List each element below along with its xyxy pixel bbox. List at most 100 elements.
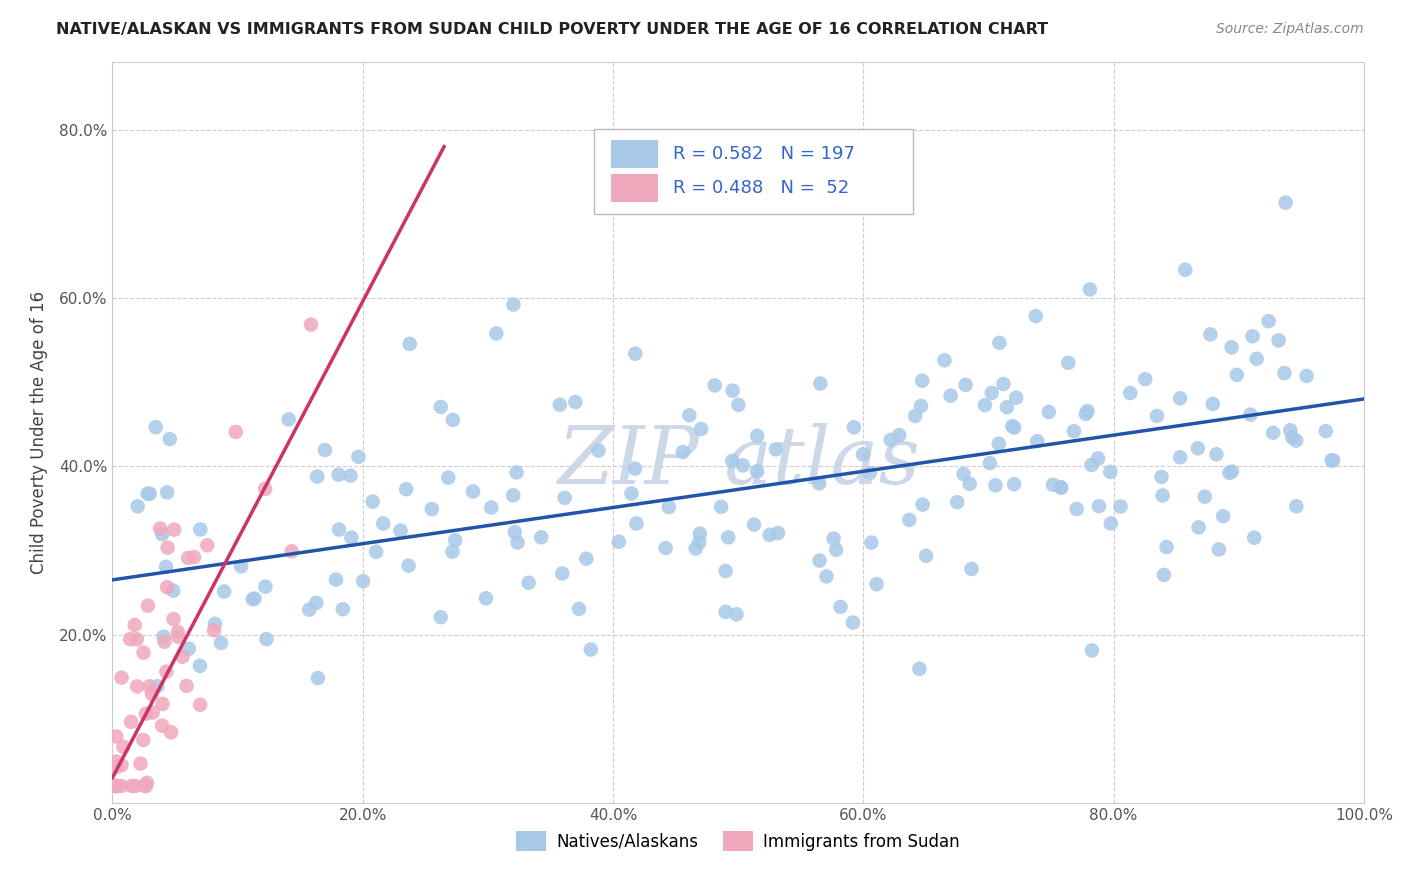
Point xyxy=(1135,372,1157,386)
Point xyxy=(110,779,132,793)
Point xyxy=(1202,397,1225,411)
Point xyxy=(742,517,765,532)
Point xyxy=(852,447,875,461)
Point xyxy=(105,779,128,793)
Point xyxy=(150,527,173,541)
Point xyxy=(150,719,173,733)
Point xyxy=(188,698,211,712)
Point xyxy=(530,530,553,544)
Text: R = 0.582   N = 197: R = 0.582 N = 197 xyxy=(673,145,855,163)
Point xyxy=(1109,500,1132,514)
Point xyxy=(141,687,163,701)
Point xyxy=(1076,404,1098,418)
Point xyxy=(172,649,194,664)
Point xyxy=(105,730,128,744)
Point xyxy=(995,401,1018,415)
Point xyxy=(1152,488,1174,502)
Point xyxy=(1187,442,1209,456)
Point xyxy=(747,464,769,478)
Point xyxy=(946,495,969,509)
Point xyxy=(127,500,149,514)
Point xyxy=(441,413,464,427)
Point xyxy=(984,478,1007,492)
Point xyxy=(162,583,184,598)
Point xyxy=(626,516,648,531)
Point xyxy=(1199,327,1222,342)
Point xyxy=(254,482,277,496)
Point xyxy=(1241,329,1264,343)
Point xyxy=(1026,434,1049,449)
Point xyxy=(714,564,737,578)
Point xyxy=(139,487,162,501)
Point xyxy=(979,456,1001,470)
Point xyxy=(506,535,529,549)
Point xyxy=(105,779,128,793)
Point xyxy=(1074,407,1097,421)
Point xyxy=(1057,356,1080,370)
Point xyxy=(138,679,160,693)
Point xyxy=(721,384,744,398)
Point xyxy=(146,679,169,693)
Point xyxy=(915,549,938,563)
Point xyxy=(1002,420,1025,434)
Point xyxy=(152,630,174,644)
Point xyxy=(721,454,744,468)
Point xyxy=(314,443,336,458)
Point xyxy=(554,491,576,505)
Point xyxy=(1119,386,1142,401)
Point xyxy=(579,642,602,657)
Point xyxy=(1150,470,1173,484)
Point xyxy=(135,706,157,721)
Point xyxy=(1274,195,1296,210)
FancyBboxPatch shape xyxy=(610,140,658,169)
Point xyxy=(1274,366,1296,380)
Point xyxy=(254,632,277,647)
Point xyxy=(188,658,211,673)
Point xyxy=(124,779,146,793)
Point xyxy=(939,389,962,403)
Point xyxy=(505,466,527,480)
Point xyxy=(204,616,226,631)
Point xyxy=(1156,540,1178,554)
Point xyxy=(105,760,128,774)
Point xyxy=(624,461,647,475)
Point xyxy=(1099,465,1122,479)
Point xyxy=(908,662,931,676)
Point xyxy=(105,755,128,769)
Point xyxy=(551,566,574,581)
Point xyxy=(340,531,363,545)
Point xyxy=(429,610,451,624)
Point xyxy=(398,558,420,573)
Point xyxy=(1088,499,1111,513)
Point xyxy=(934,353,956,368)
Point xyxy=(1205,447,1227,461)
Point xyxy=(808,553,831,567)
Point xyxy=(373,516,395,531)
Point xyxy=(1257,314,1279,328)
Point xyxy=(1315,424,1337,438)
Point xyxy=(135,779,157,793)
FancyBboxPatch shape xyxy=(595,129,914,214)
Point xyxy=(690,422,713,436)
Point xyxy=(118,632,141,647)
Point xyxy=(1295,368,1317,383)
Point xyxy=(132,733,155,747)
Point xyxy=(808,476,831,491)
Point xyxy=(1218,466,1240,480)
Point xyxy=(229,559,252,574)
Point xyxy=(307,671,329,685)
Point xyxy=(993,377,1015,392)
Point xyxy=(714,605,737,619)
Point xyxy=(624,346,647,360)
Point xyxy=(859,466,882,480)
Point xyxy=(298,602,321,616)
Point xyxy=(658,500,681,514)
Point xyxy=(177,641,200,656)
Point xyxy=(1220,465,1243,479)
Point xyxy=(678,409,700,423)
Point xyxy=(1220,340,1243,354)
Point xyxy=(1050,481,1073,495)
Point xyxy=(1038,405,1060,419)
Point xyxy=(502,297,524,311)
Point xyxy=(808,376,831,391)
